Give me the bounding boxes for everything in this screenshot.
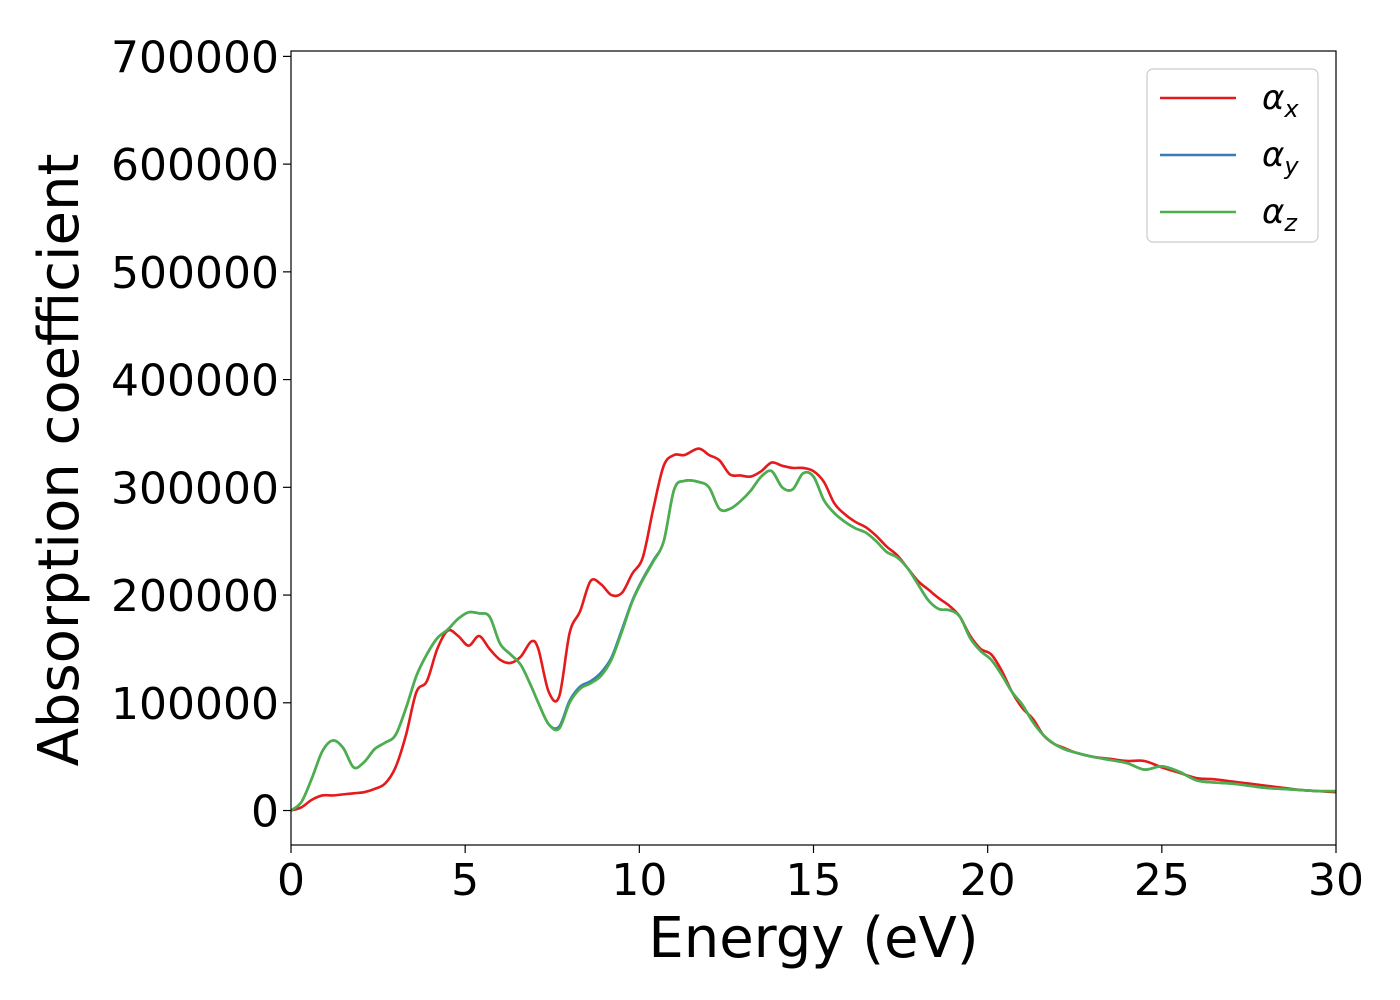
y-tick-label: 500000 (111, 248, 279, 299)
y-tick-label: 200000 (111, 571, 279, 622)
series-layer (291, 447, 1336, 812)
series-line-y (291, 469, 1336, 812)
x-tick-label: 30 (1308, 855, 1364, 906)
y-tick-label: 0 (251, 787, 279, 838)
x-tick-label: 10 (611, 855, 667, 906)
legend-label-y: αy (1262, 135, 1299, 180)
legend-label-x: αx (1262, 78, 1299, 123)
y-tick-label: 400000 (111, 356, 279, 407)
x-tick-label: 15 (786, 855, 842, 906)
legend: αx αy αz (1146, 68, 1319, 243)
y-tick-label: 600000 (111, 140, 279, 191)
x-tick-label: 5 (451, 855, 479, 906)
x-tick-label: 0 (277, 855, 305, 906)
y-tick-label: 700000 (111, 32, 279, 83)
x-tick-label: 20 (960, 855, 1016, 906)
x-axis-title: Energy (eV) (648, 906, 978, 971)
y-tick-label: 300000 (111, 463, 279, 514)
y-tick-label: 100000 (111, 679, 279, 730)
legend-label-z: αz (1262, 192, 1298, 237)
axes-layer: 0 5 10 15 20 25 30 0 100000 200000 300000 400000 500… (111, 32, 1364, 906)
x-tick-label: 25 (1134, 855, 1190, 906)
y-axis-title: Absorption coefficient (27, 154, 92, 767)
series-line-z (291, 469, 1336, 812)
